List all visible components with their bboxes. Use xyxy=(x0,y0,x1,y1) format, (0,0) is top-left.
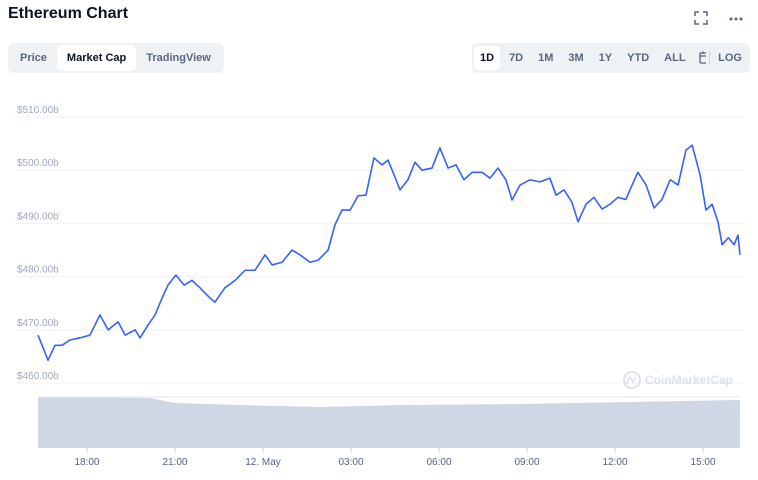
calendar-icon[interactable] xyxy=(695,51,706,65)
tab[interactable]: Price xyxy=(20,52,47,64)
separator xyxy=(708,51,710,65)
range[interactable]: 1Y xyxy=(598,52,613,64)
x-tick-label: 06:00 xyxy=(427,457,452,468)
y-tick-label: $490.00b xyxy=(17,211,59,222)
x-tick-label: 12:00 xyxy=(603,457,628,468)
x-tick-label: 18:00 xyxy=(74,457,99,468)
x-tick-label: 15:00 xyxy=(691,457,716,468)
y-tick-label: $470.00b xyxy=(17,318,59,329)
tab-group: Price Market Cap TradingView xyxy=(8,43,224,73)
log-button[interactable]: LOG xyxy=(718,52,742,64)
x-tick-label: 21:00 xyxy=(162,457,187,468)
range-group: 1D 7D 1M 3M 1Y YTD ALL LOG xyxy=(472,43,750,73)
watermark-text: CoinMarketCap xyxy=(645,373,733,387)
y-tick-label: $460.00b xyxy=(17,371,59,382)
tab-active[interactable]: Market Cap xyxy=(56,45,137,71)
page-title: Ethereum Chart xyxy=(8,5,129,22)
more-icon xyxy=(739,17,743,21)
header-icons xyxy=(694,11,743,25)
price-line xyxy=(37,144,741,361)
x-tick-label: 12. May xyxy=(245,457,281,468)
y-tick-label: $510.00b xyxy=(17,105,59,116)
navigator-area xyxy=(38,397,740,448)
range-active[interactable]: 1D xyxy=(474,46,501,70)
y-tick-label: $500.00b xyxy=(17,158,59,169)
watermark: CoinMarketCap xyxy=(623,371,733,389)
range[interactable]: 1M xyxy=(538,52,554,64)
more-icon xyxy=(734,17,738,21)
range[interactable]: 7D xyxy=(509,52,524,64)
range[interactable]: ALL xyxy=(664,52,686,64)
x-tick-label: 03:00 xyxy=(338,457,363,468)
tab[interactable]: TradingView xyxy=(146,52,211,64)
range[interactable]: YTD xyxy=(627,52,650,64)
fullscreen-icon[interactable] xyxy=(694,11,708,25)
range[interactable]: 3M xyxy=(568,52,584,64)
more-icon[interactable] xyxy=(729,17,733,21)
x-tick-label: 09:00 xyxy=(515,457,540,468)
y-tick-label: $480.00b xyxy=(17,265,59,276)
